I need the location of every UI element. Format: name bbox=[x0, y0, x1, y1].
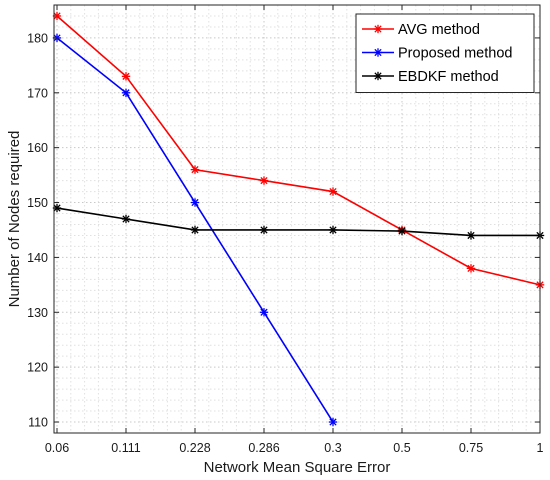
legend-item: Proposed method bbox=[362, 46, 512, 62]
y-tick-label: 140 bbox=[27, 251, 48, 265]
data-point bbox=[190, 165, 200, 174]
x-axis-title: Network Mean Square Error bbox=[204, 459, 391, 476]
data-point bbox=[397, 226, 407, 236]
x-tick-label: 1 bbox=[537, 441, 544, 455]
data-point bbox=[328, 225, 338, 235]
series-line bbox=[56, 15, 541, 286]
series-3 bbox=[52, 203, 545, 240]
marker-stroke bbox=[329, 418, 337, 426]
marker-stroke bbox=[122, 215, 130, 223]
y-tick-label: 170 bbox=[27, 86, 48, 100]
legend-marker bbox=[373, 48, 383, 57]
marker-stroke bbox=[191, 166, 199, 174]
data-point bbox=[466, 264, 476, 273]
x-tick-label: 0.5 bbox=[393, 441, 410, 455]
y-tick-label: 130 bbox=[27, 306, 48, 320]
data-point bbox=[121, 214, 131, 224]
x-tick-label: 0.06 bbox=[45, 441, 69, 455]
legend-marker bbox=[373, 71, 383, 81]
marker-stroke bbox=[467, 231, 475, 240]
x-tick-label: 0.75 bbox=[459, 441, 483, 455]
x-tick-label: 0.3 bbox=[324, 441, 341, 455]
data-point bbox=[121, 72, 131, 81]
x-tick-label: 0.286 bbox=[248, 441, 279, 455]
legend-marker bbox=[373, 24, 383, 34]
data-point bbox=[466, 231, 476, 240]
series-layer bbox=[52, 11, 545, 427]
x-tick-label: 0.111 bbox=[111, 441, 140, 455]
marker-stroke bbox=[329, 226, 337, 234]
legend: AVG method Proposed method EBDKF method bbox=[355, 13, 535, 93]
data-point bbox=[259, 225, 269, 235]
marker-stroke bbox=[53, 12, 61, 20]
y-tick-label: 180 bbox=[27, 31, 48, 45]
legend-label: Proposed method bbox=[398, 46, 512, 62]
plot-frame bbox=[53, 4, 541, 434]
marker-stroke bbox=[53, 204, 61, 212]
marker-stroke bbox=[374, 72, 382, 80]
legend-item: AVG method bbox=[362, 22, 480, 38]
marker-stroke bbox=[374, 25, 382, 33]
marker-stroke bbox=[260, 308, 268, 316]
marker-stroke bbox=[191, 198, 199, 207]
data-point bbox=[190, 225, 200, 235]
legend-label: EBDKF method bbox=[398, 69, 499, 85]
marker-stroke bbox=[122, 72, 130, 80]
y-tick-label: 110 bbox=[28, 416, 48, 430]
marker-stroke bbox=[260, 226, 268, 234]
y-tick-label: 160 bbox=[27, 141, 48, 155]
series-line bbox=[56, 207, 540, 237]
grid bbox=[54, 4, 541, 434]
series-2 bbox=[52, 33, 338, 427]
data-point bbox=[190, 198, 200, 207]
data-point bbox=[121, 88, 131, 97]
data-point bbox=[259, 176, 269, 185]
y-tick-label: 120 bbox=[27, 361, 48, 375]
legend-item: EBDKF method bbox=[362, 69, 499, 85]
data-point bbox=[259, 308, 269, 317]
data-point bbox=[328, 187, 338, 196]
y-axis-title: Number of Nodes required bbox=[6, 131, 23, 308]
marker-stroke bbox=[260, 176, 268, 185]
legend-label: AVG method bbox=[398, 22, 480, 38]
marker-stroke bbox=[467, 264, 475, 272]
series-1 bbox=[52, 11, 545, 290]
marker-stroke bbox=[329, 187, 337, 196]
marker-stroke bbox=[374, 48, 382, 57]
axes: 110 120 130 140 150 160 170 180 0.06 0.111 0.228 0.… bbox=[27, 5, 544, 455]
data-point bbox=[328, 417, 338, 427]
x-tick-label: 0.228 bbox=[179, 441, 210, 455]
y-tick-label: 150 bbox=[27, 196, 48, 210]
marker-stroke bbox=[398, 227, 406, 235]
marker-stroke bbox=[122, 89, 130, 97]
marker-stroke bbox=[191, 226, 199, 234]
